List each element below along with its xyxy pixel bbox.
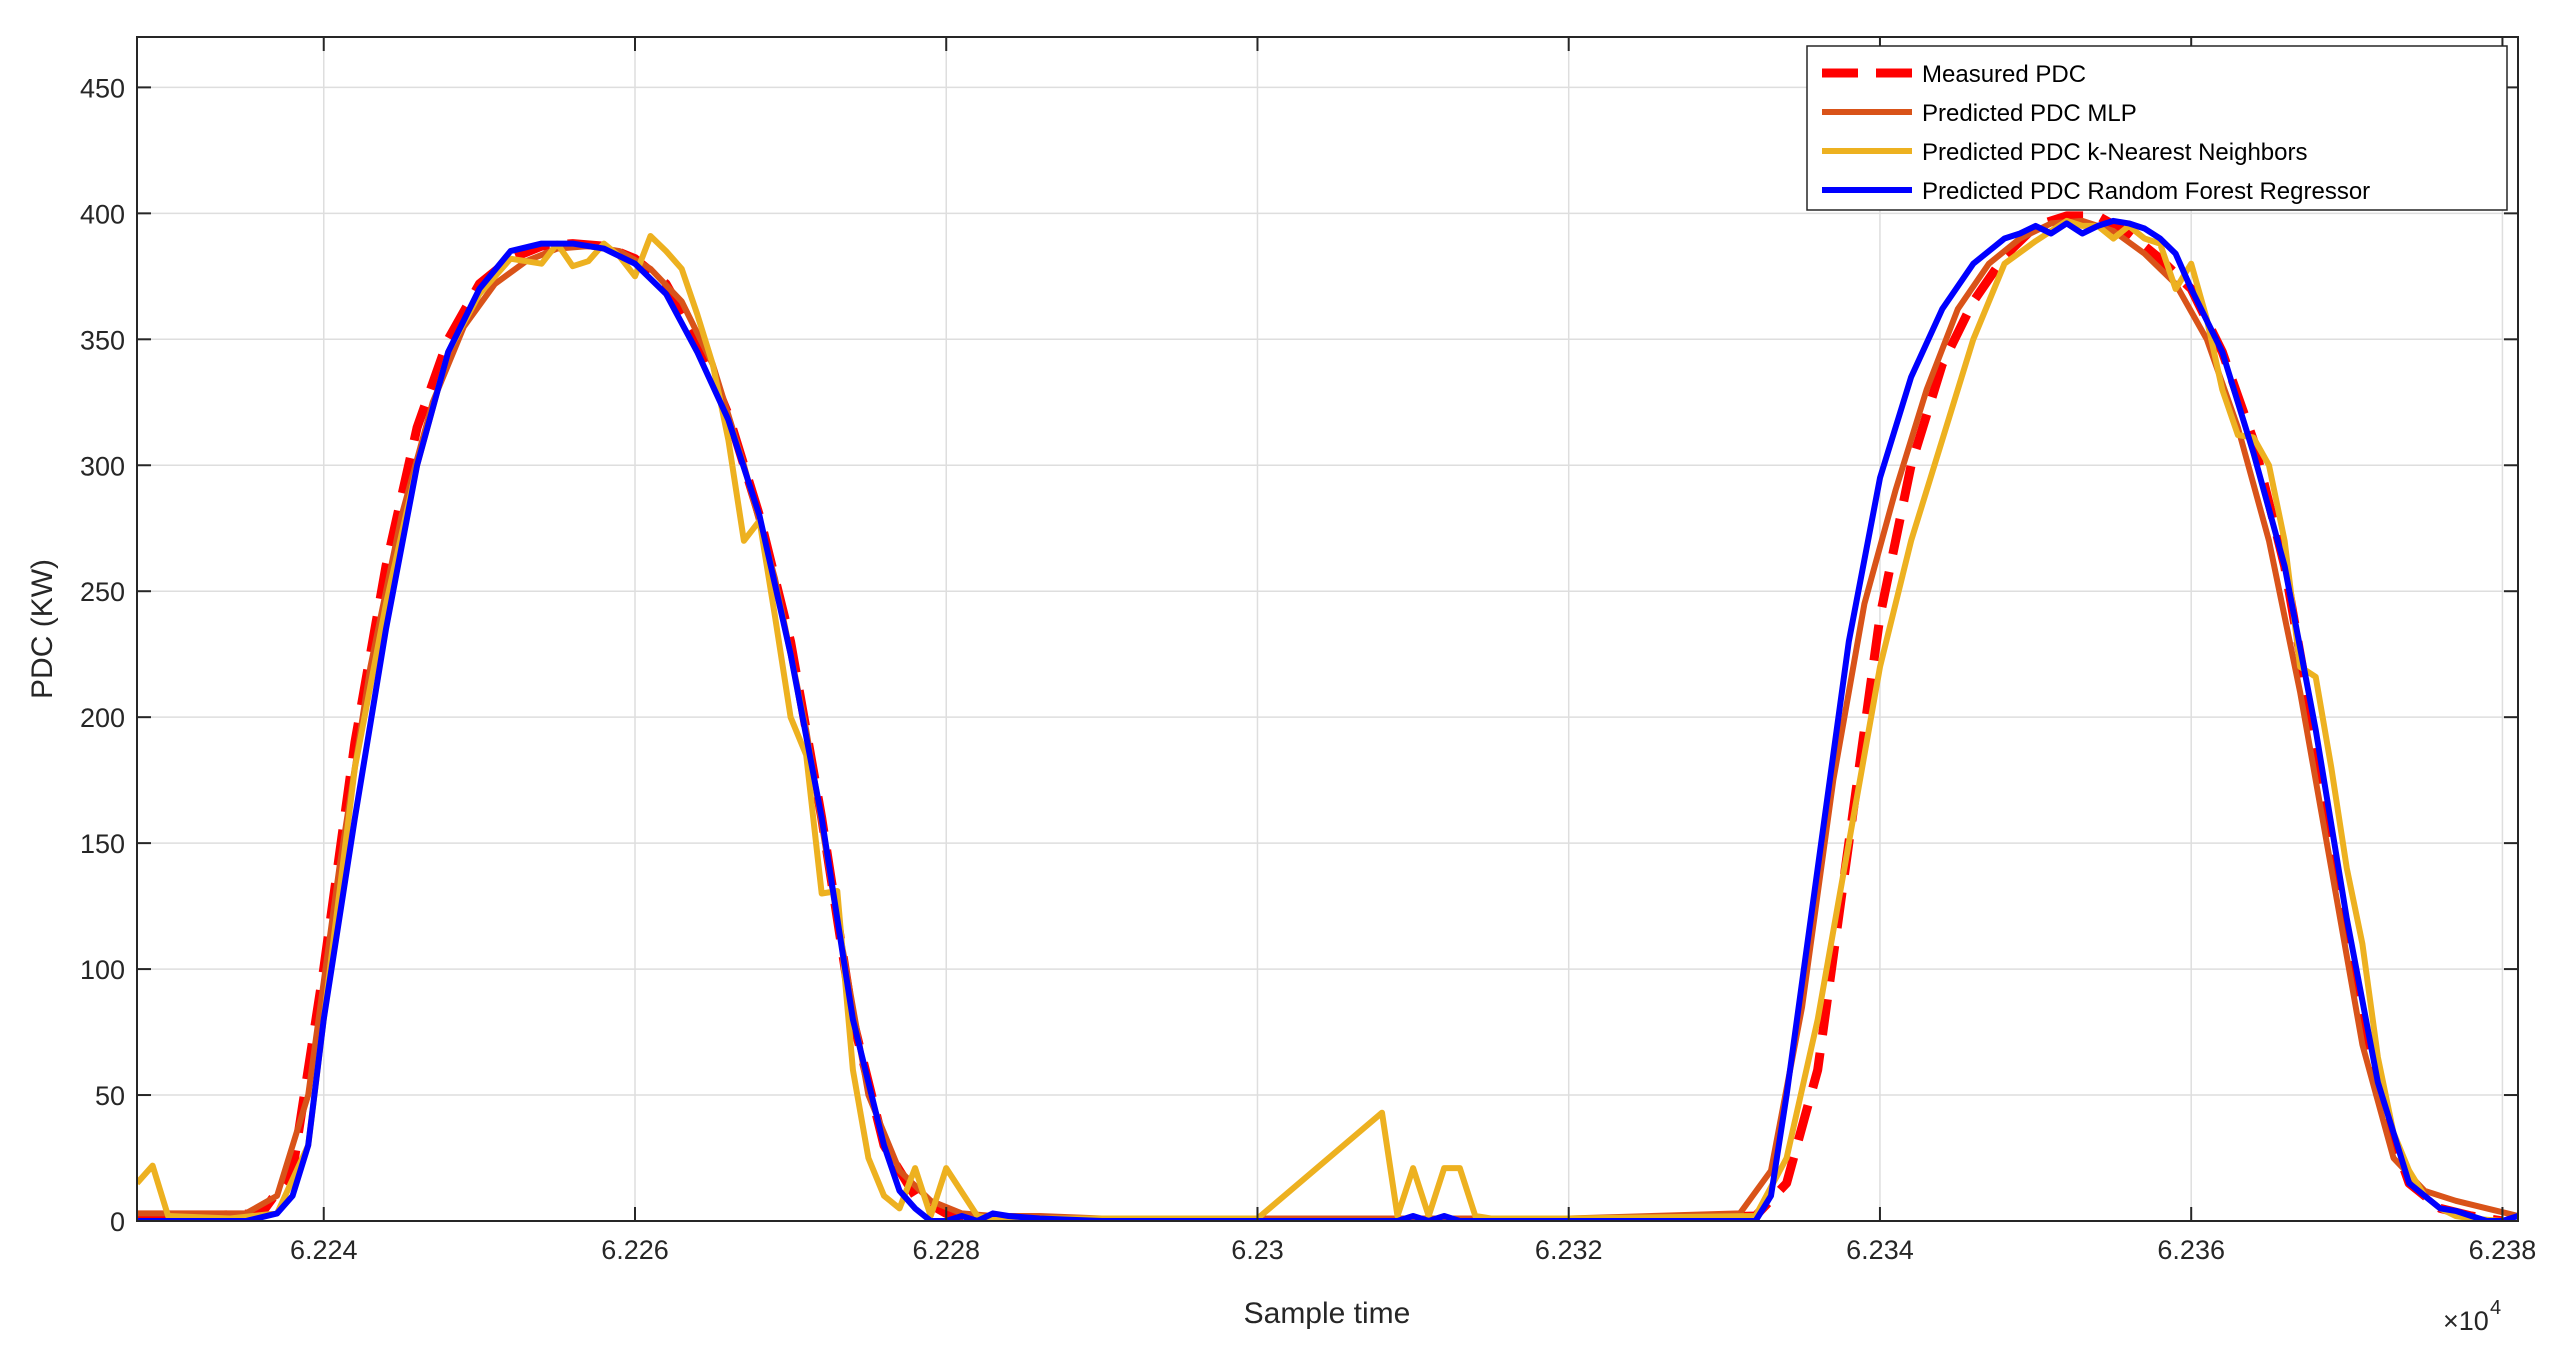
plot-frame: [136, 36, 2519, 1222]
x-axis-title: Sample time: [1244, 1297, 1411, 1330]
x-tick-label: 6.226: [601, 1235, 669, 1265]
y-tick-label: 250: [80, 577, 125, 607]
y-tick-label: 450: [80, 73, 125, 103]
series-line-4: [137, 217, 2518, 1221]
grid: [137, 37, 2518, 1222]
y-tick-labels: 0 50 100 150 200 250 300 350 400 450: [80, 73, 125, 1237]
y-tick-label: 400: [80, 199, 125, 229]
y-tick-label: 300: [80, 451, 125, 481]
axis-ticks: [137, 37, 2518, 1222]
x-multiplier-label: ×10: [2443, 1306, 2489, 1336]
y-tick-label: 50: [95, 1081, 125, 1111]
x-tick-label: 6.224: [290, 1235, 358, 1265]
y-tick-label: 200: [80, 703, 125, 733]
plot-area: [137, 37, 2518, 1221]
x-tick-label: 6.23: [1231, 1235, 1284, 1265]
legend: Measured PDC Predicted PDC MLP Predicted P…: [1806, 45, 2508, 211]
x-tick-label: 6.236: [2157, 1235, 2225, 1265]
x-tick-label: 6.232: [1535, 1235, 1603, 1265]
x-multiplier-exponent: 4: [2490, 1297, 2501, 1319]
y-tick-label: 0: [110, 1207, 125, 1237]
y-tick-label: 350: [80, 325, 125, 355]
legend-label-1: Measured PDC: [1922, 61, 2086, 88]
x-tick-label: 6.238: [2469, 1235, 2537, 1265]
legend-label-2: Predicted PDC MLP: [1922, 100, 2137, 127]
legend-label-3: Predicted PDC k-Nearest Neighbors: [1922, 139, 2308, 166]
y-tick-label: 150: [80, 829, 125, 859]
y-tick-label: 100: [80, 955, 125, 985]
y-axis-title: PDC (KW): [26, 559, 59, 699]
x-tick-label: 6.234: [1846, 1235, 1914, 1265]
legend-label-4: Predicted PDC Random Forest Regressor: [1922, 178, 2370, 205]
x-tick-labels: 6.224 6.226 6.228 6.23 6.232 6.234 6.236 6.238: [290, 1235, 2536, 1265]
x-tick-label: 6.228: [912, 1235, 980, 1265]
legend-box: [1806, 45, 2508, 211]
